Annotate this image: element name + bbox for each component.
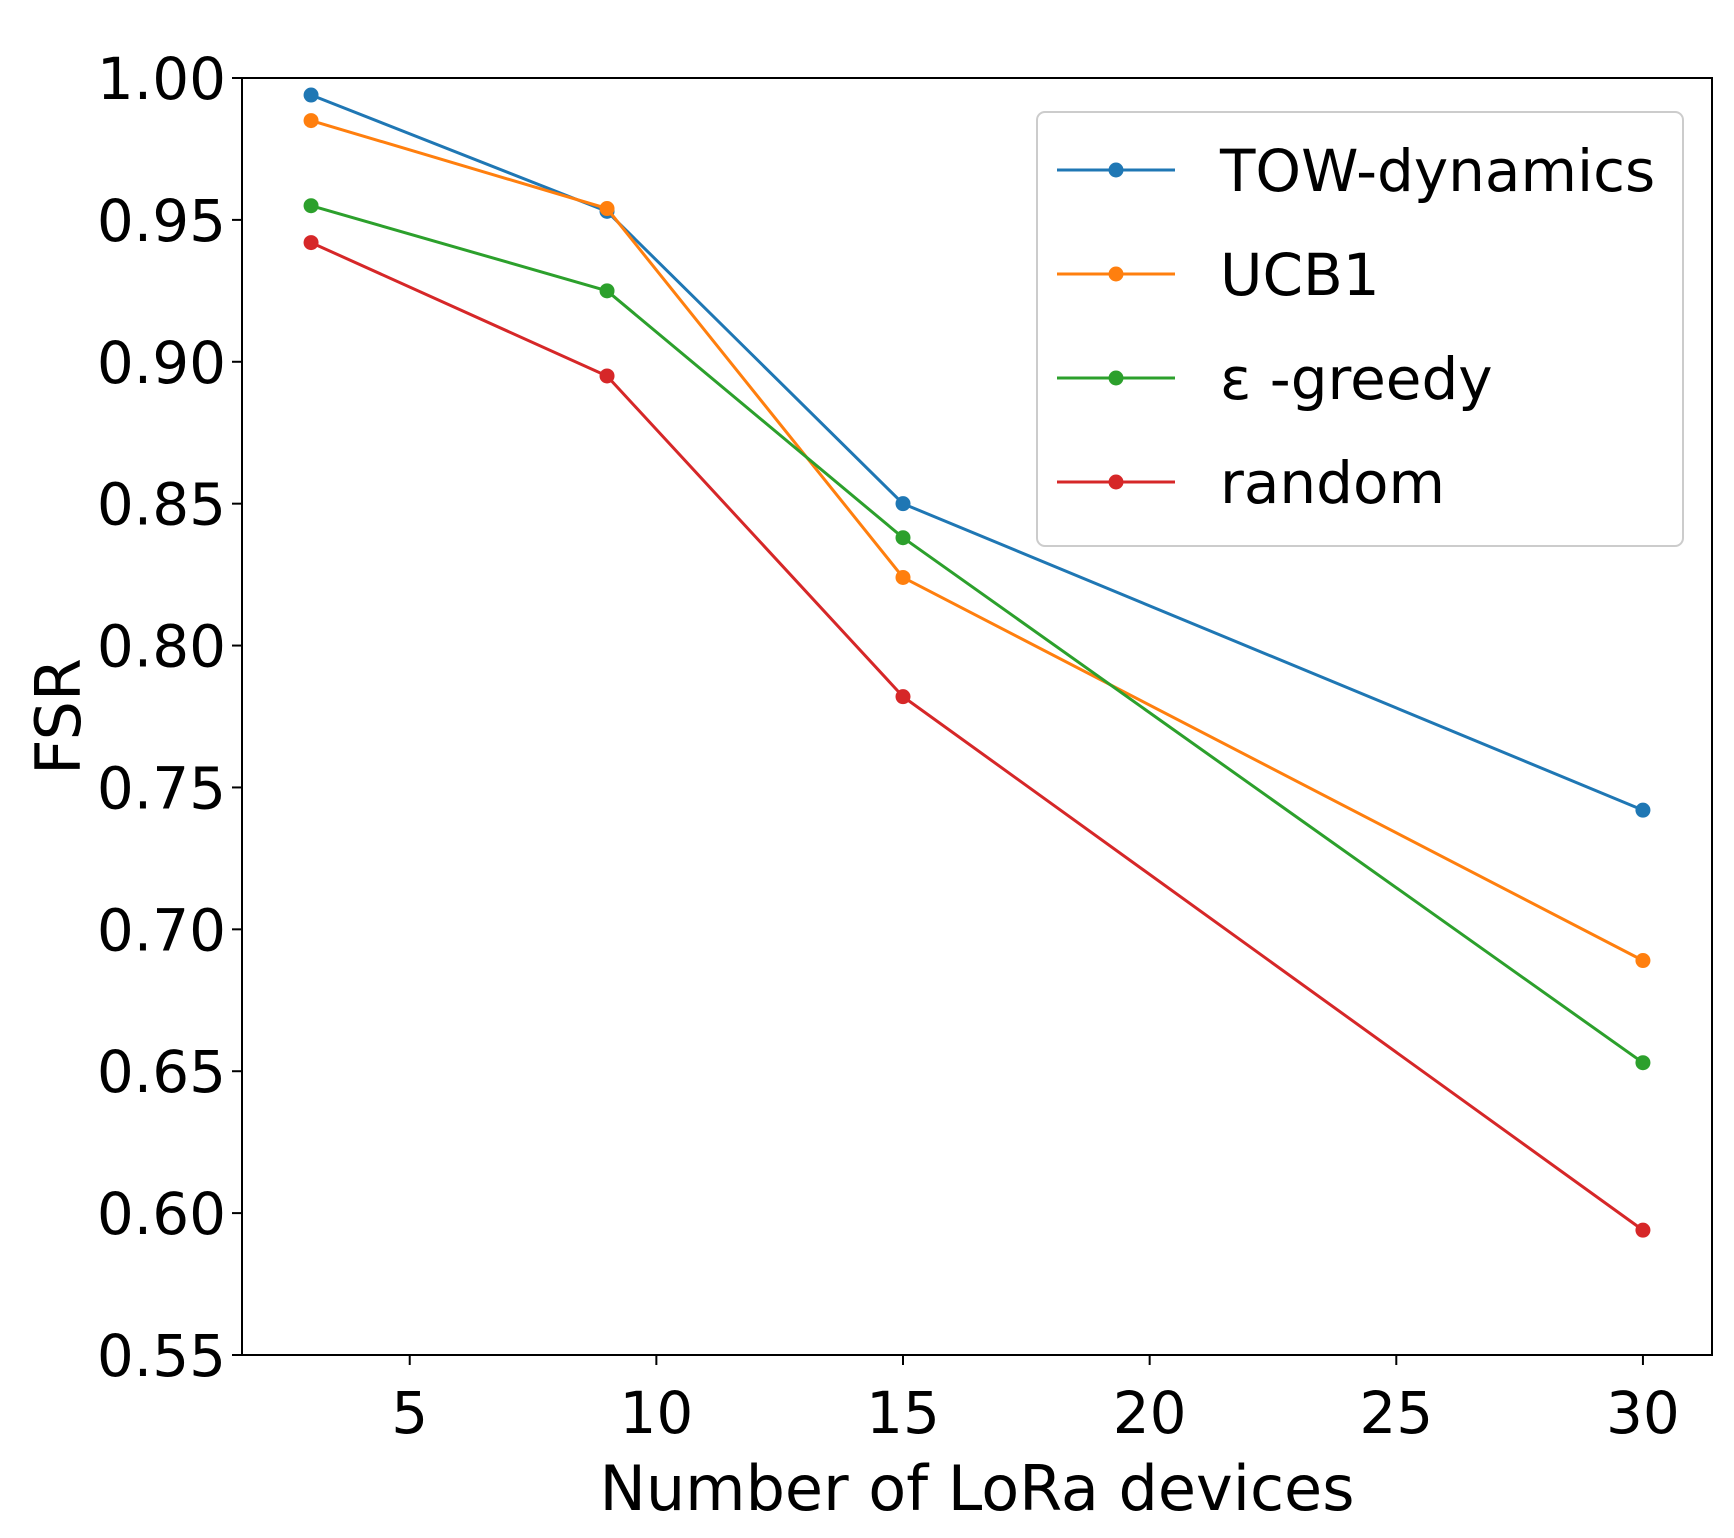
legend-entry: TOW-dynamics bbox=[1057, 137, 1655, 205]
data-point bbox=[1635, 953, 1651, 969]
series-line bbox=[310, 204, 1644, 1064]
legend-entry: UCB1 bbox=[1057, 241, 1380, 309]
x-axis-title: Number of LoRa devices bbox=[600, 1452, 1355, 1525]
legend-box bbox=[1036, 111, 1684, 547]
data-point bbox=[303, 198, 319, 214]
x-tick-label: 25 bbox=[1359, 1379, 1433, 1447]
legend-entry: random bbox=[1057, 449, 1445, 517]
y-tick-label: 0.75 bbox=[97, 754, 226, 822]
data-point bbox=[1635, 1055, 1651, 1071]
data-point bbox=[895, 530, 911, 546]
legend-marker bbox=[1108, 474, 1124, 490]
x-tick-label: 5 bbox=[391, 1379, 428, 1447]
y-tick-label: 1.00 bbox=[97, 45, 226, 113]
series-1 bbox=[303, 113, 1651, 969]
data-point bbox=[599, 368, 615, 384]
series-2 bbox=[303, 198, 1651, 1071]
y-tick-label: 0.55 bbox=[97, 1322, 226, 1390]
legend-label: UCB1 bbox=[1220, 241, 1380, 309]
data-point bbox=[1635, 1222, 1651, 1238]
axes-frame bbox=[241, 77, 1713, 1356]
y-tick-label: 0.85 bbox=[97, 471, 226, 539]
y-tick-label: 0.65 bbox=[97, 1038, 226, 1106]
plot-area bbox=[303, 87, 1651, 1238]
legend-label: ε -greedy bbox=[1220, 345, 1493, 413]
legend: TOW-dynamics UCB1 ε -greedy random bbox=[1036, 111, 1684, 547]
data-point bbox=[895, 689, 911, 705]
legend-marker bbox=[1108, 266, 1124, 282]
data-point bbox=[303, 113, 319, 129]
y-tick-label: 0.60 bbox=[97, 1180, 226, 1248]
legend-label: TOW-dynamics bbox=[1219, 137, 1655, 205]
data-point bbox=[895, 569, 911, 585]
data-point bbox=[895, 496, 911, 512]
y-tick-label: 0.70 bbox=[97, 896, 226, 964]
legend-entry: ε -greedy bbox=[1057, 345, 1493, 413]
y-tick-label: 0.90 bbox=[97, 329, 226, 397]
series-line bbox=[310, 241, 1644, 1232]
axes: 5 10 15 20 25 30 0.55 0.60 0.65 0.70 0.75 0.80 0.85 0… bbox=[97, 45, 1713, 1447]
series-0 bbox=[303, 87, 1651, 818]
y-tick-label: 0.95 bbox=[97, 187, 226, 255]
x-tick-label: 30 bbox=[1606, 1379, 1680, 1447]
x-tick-label: 15 bbox=[866, 1379, 940, 1447]
data-point bbox=[303, 235, 319, 251]
data-point bbox=[599, 201, 615, 217]
data-point bbox=[599, 283, 615, 299]
legend-marker bbox=[1108, 370, 1124, 386]
x-tick-label: 10 bbox=[619, 1379, 693, 1447]
data-point bbox=[303, 87, 319, 103]
x-tick-label: 20 bbox=[1113, 1379, 1187, 1447]
series-line bbox=[310, 93, 1644, 812]
y-axis-title: FSR bbox=[22, 658, 95, 775]
series-line bbox=[310, 119, 1644, 962]
series-3 bbox=[303, 235, 1651, 1238]
data-point bbox=[1635, 802, 1651, 818]
legend-label: random bbox=[1220, 449, 1445, 517]
y-tick-label: 0.80 bbox=[97, 613, 226, 681]
legend-marker bbox=[1108, 162, 1124, 178]
